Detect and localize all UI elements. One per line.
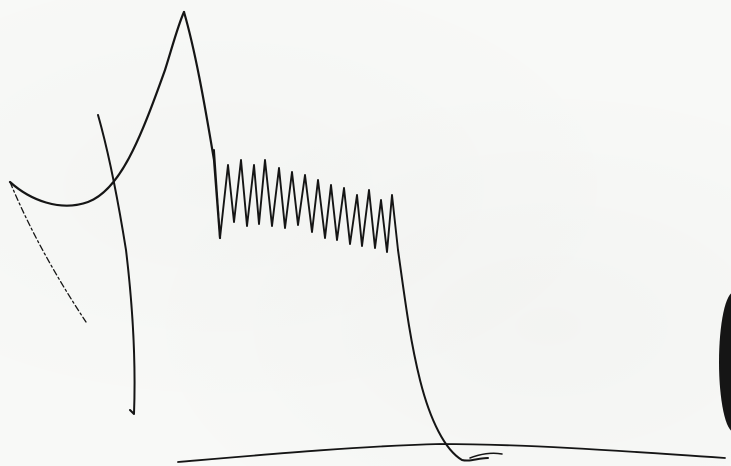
signature-stroke-tick <box>469 452 503 459</box>
signature-stroke-left-tail <box>9 181 87 323</box>
edge-ink-smudge <box>719 292 731 432</box>
signature-stroke-vertical <box>97 114 136 415</box>
signature-stroke-zigzag <box>213 149 399 253</box>
signature-stroke-underline <box>177 443 726 463</box>
signature-stroke-left-loop <box>8 10 186 207</box>
signature-stroke-descender <box>397 249 489 462</box>
signature-stroke-peak <box>182 10 222 240</box>
